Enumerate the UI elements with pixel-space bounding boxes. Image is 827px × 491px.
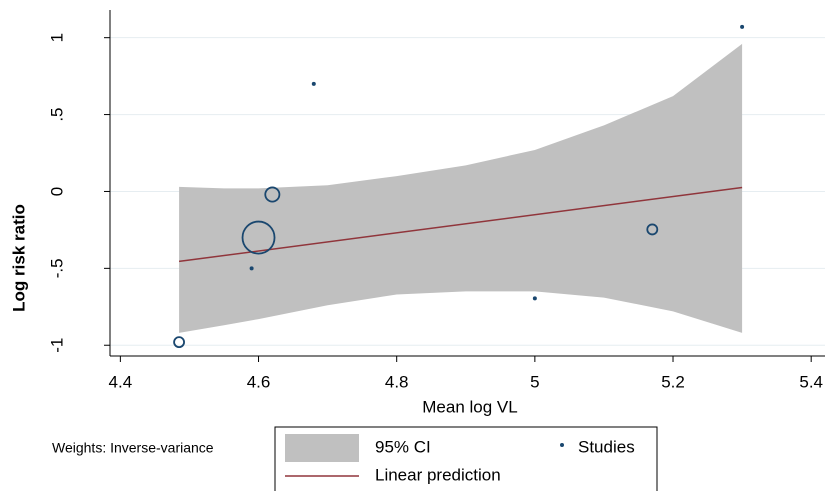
x-tick-label: 4.8 [385, 372, 409, 391]
y-axis-label: Log risk ratio [9, 204, 28, 312]
study-point [532, 296, 537, 301]
study-point [241, 220, 276, 255]
y-tick-label: 0 [47, 187, 66, 196]
legend-label: 95% CI [375, 437, 431, 456]
x-tick-label: 5.4 [799, 372, 823, 391]
plot-area [110, 24, 825, 349]
y-tick-label: -.5 [47, 258, 66, 278]
study-point [173, 336, 185, 349]
legend-ci-swatch [285, 434, 359, 462]
x-axis-label: Mean log VL [422, 397, 517, 416]
note: Weights: Inverse-variance [52, 440, 214, 456]
study-point [740, 24, 745, 29]
study-point [264, 186, 281, 203]
x-tick-label: 5 [530, 372, 539, 391]
fit-line [178, 186, 743, 263]
y-tick-label: .5 [47, 107, 66, 121]
study-point [249, 266, 254, 271]
x-tick-label: 5.2 [661, 372, 685, 391]
legend-label: Studies [578, 437, 635, 456]
x-tick-label: 4.4 [109, 372, 133, 391]
legend-label: Linear prediction [375, 465, 501, 484]
y-tick-label: 1 [47, 33, 66, 42]
y-tick-label: -1 [47, 338, 66, 353]
study-point [646, 223, 659, 236]
legend-studies-swatch [560, 443, 564, 447]
ci-band [179, 43, 743, 333]
x-tick-label: 4.6 [247, 372, 271, 391]
study-point [311, 81, 316, 86]
